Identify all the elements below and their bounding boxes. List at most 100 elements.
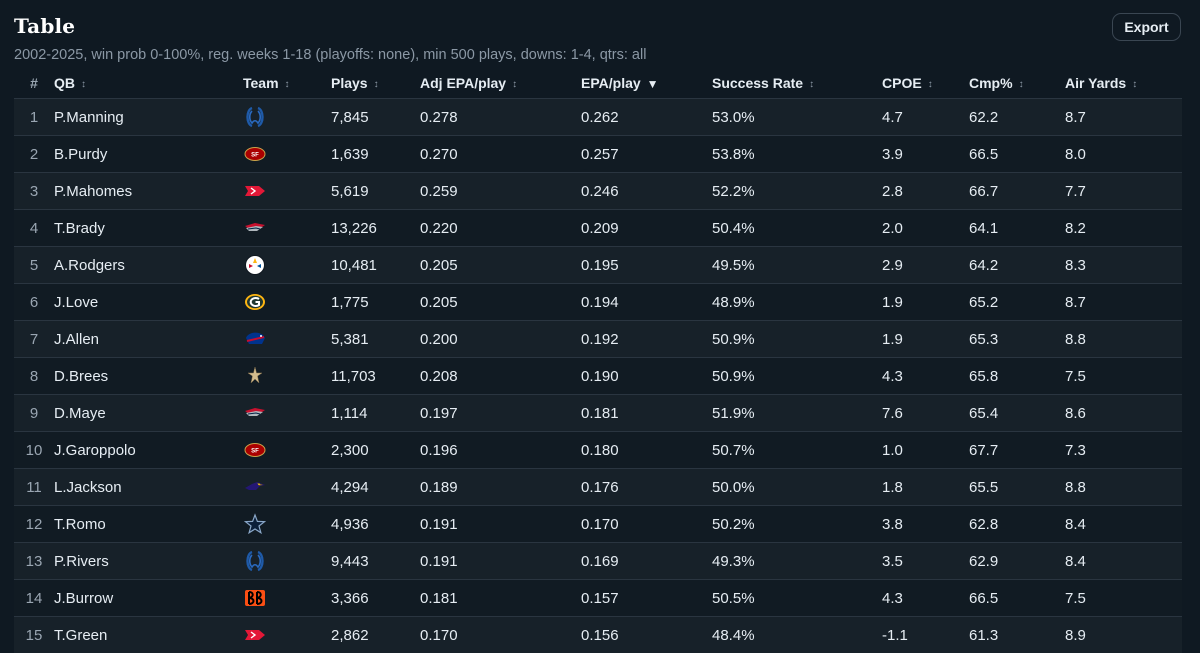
- cell-qb: J.Garoppolo: [54, 441, 136, 459]
- cell-plays: 2,862: [331, 626, 369, 644]
- team-cell: [243, 617, 331, 653]
- cell-plays: 5,619: [331, 182, 369, 200]
- cell-cpoe: 1.8: [882, 478, 903, 496]
- colts-logo: [243, 106, 331, 128]
- team-cell: [243, 469, 331, 506]
- column-label: Team: [243, 75, 279, 91]
- column-header-success[interactable]: Success Rate ↕: [712, 68, 882, 99]
- column-header-cpoe[interactable]: CPOE ↕: [882, 68, 969, 99]
- table-row[interactable]: 9 D.Maye 1,114 0.197 0.181 51.9% 7.6 65.4 8.6: [14, 394, 1182, 432]
- column-header-rank: #: [14, 68, 54, 99]
- cell-cpoe: 2.0: [882, 219, 903, 237]
- table-row[interactable]: 14 J.Burrow 3,366 0.181 0.157 50.5% 4.3 66.5 7.5: [14, 579, 1182, 617]
- column-label: Adj EPA/play: [420, 75, 507, 91]
- cell-cpoe: 1.9: [882, 293, 903, 311]
- cell-cpoe: 4.3: [882, 589, 903, 607]
- column-header-qb[interactable]: QB ↕: [54, 68, 243, 99]
- cell-cmp: 62.2: [969, 108, 999, 126]
- cell-cpoe: 3.8: [882, 515, 903, 533]
- table-row[interactable]: 5 A.Rodgers 10,481 0.205 0.195 49.5% 2.9 64.2 8.…: [14, 246, 1182, 284]
- column-header-team[interactable]: Team ↕: [243, 68, 331, 99]
- cell-rank: 9: [29, 404, 39, 422]
- table-row[interactable]: 2 B.Purdy SF 1,639 0.270 0.257 53.8% 3.9 66.5 8.0: [14, 135, 1182, 173]
- column-header-adj-epa[interactable]: Adj EPA/play ↕: [420, 68, 581, 99]
- column-header-epa[interactable]: EPA/play ▼: [581, 68, 712, 99]
- table-row[interactable]: 11 L.Jackson 4,294 0.189 0.176 50.0% 1.8 65.5 8.…: [14, 468, 1182, 506]
- cell-cmp: 66.5: [969, 145, 999, 163]
- table-row[interactable]: 1 P.Manning 7,845 0.278 0.262 53.0% 4.7 62.2 8.7: [14, 98, 1182, 136]
- cell-qb: T.Brady: [54, 219, 105, 237]
- cell-plays: 4,294: [331, 478, 369, 496]
- cell-epa: 0.181: [581, 404, 619, 422]
- cell-adj-epa: 0.259: [420, 182, 458, 200]
- table-row[interactable]: 12 T.Romo 4,936 0.191 0.170 50.2% 3.8 62.8 8.4: [14, 505, 1182, 543]
- cell-cmp: 61.3: [969, 626, 999, 644]
- cell-air: 8.4: [1065, 552, 1086, 570]
- cell-qb: T.Romo: [54, 515, 106, 533]
- cell-air: 7.5: [1065, 589, 1086, 607]
- cell-qb: L.Jackson: [54, 478, 122, 496]
- cell-qb: B.Purdy: [54, 145, 108, 163]
- column-header-plays[interactable]: Plays ↕: [331, 68, 420, 99]
- cell-success: 50.4%: [712, 219, 755, 237]
- table-body: 1 P.Manning 7,845 0.278 0.262 53.0% 4.7 62.2 8.7…: [14, 98, 1182, 653]
- cell-cmp: 64.1: [969, 219, 999, 237]
- column-label: Success Rate: [712, 75, 804, 91]
- table-row[interactable]: 4 T.Brady 13,226 0.220 0.209 50.4% 2.0 64.1 8.2: [14, 209, 1182, 247]
- cell-epa: 0.169: [581, 552, 619, 570]
- cell-cmp: 65.4: [969, 404, 999, 422]
- cell-epa: 0.157: [581, 589, 619, 607]
- cell-success: 50.2%: [712, 515, 755, 533]
- cell-adj-epa: 0.191: [420, 515, 458, 533]
- export-button[interactable]: Export: [1112, 13, 1181, 41]
- column-label: Plays: [331, 75, 368, 91]
- table-row[interactable]: 3 P.Mahomes 5,619 0.259 0.246 52.2% 2.8 66.7 7.7: [14, 172, 1182, 210]
- cell-epa: 0.192: [581, 330, 619, 348]
- chiefs-logo: [243, 624, 331, 646]
- cell-adj-epa: 0.205: [420, 293, 458, 311]
- column-label: Cmp%: [969, 75, 1013, 91]
- cell-success: 49.3%: [712, 552, 755, 570]
- cell-epa: 0.262: [581, 108, 619, 126]
- cell-rank: 7: [29, 330, 39, 348]
- cell-cmp: 65.8: [969, 367, 999, 385]
- cell-plays: 3,366: [331, 589, 369, 607]
- cell-plays: 11,703: [331, 367, 376, 385]
- cell-adj-epa: 0.189: [420, 478, 458, 496]
- column-label: #: [30, 75, 38, 91]
- cell-cpoe: 2.9: [882, 256, 903, 274]
- cell-cmp: 62.9: [969, 552, 999, 570]
- cell-epa: 0.190: [581, 367, 619, 385]
- team-cell: [243, 395, 331, 432]
- cell-air: 8.4: [1065, 515, 1086, 533]
- cell-qb: T.Green: [54, 626, 108, 644]
- column-header-cmp[interactable]: Cmp% ↕: [969, 68, 1065, 99]
- table-row[interactable]: 6 J.Love 1,775 0.205 0.194 48.9% 1.9 65.2 8.7: [14, 283, 1182, 321]
- table-row[interactable]: 15 T.Green 2,862 0.170 0.156 48.4% -1.1 61.3 8.9: [14, 616, 1182, 653]
- table-row[interactable]: 7 J.Allen 5,381 0.200 0.192 50.9% 1.9 65.3 8.8: [14, 320, 1182, 358]
- cell-plays: 4,936: [331, 515, 369, 533]
- cell-adj-epa: 0.200: [420, 330, 458, 348]
- table-row[interactable]: 10 J.Garoppolo SF 2,300 0.196 0.180 50.7% 1.0 67…: [14, 431, 1182, 469]
- cell-cmp: 65.2: [969, 293, 999, 311]
- cell-air: 7.3: [1065, 441, 1086, 459]
- team-cell: SF: [243, 432, 331, 469]
- cell-cpoe: 3.9: [882, 145, 903, 163]
- cell-success: 48.4%: [712, 626, 755, 644]
- team-cell: [243, 210, 331, 247]
- cell-adj-epa: 0.196: [420, 441, 458, 459]
- sort-arrows-icon: ↕: [81, 79, 86, 90]
- cell-rank: 12: [25, 515, 43, 533]
- table-row[interactable]: 13 P.Rivers 9,443 0.191 0.169 49.3% 3.5 62.9 8.4: [14, 542, 1182, 580]
- cell-cpoe: 4.7: [882, 108, 903, 126]
- table-row[interactable]: 8 D.Brees 11,703 0.208 0.190 50.9% 4.3 65.8 7.5: [14, 357, 1182, 395]
- cell-qb: P.Manning: [54, 108, 124, 126]
- cell-cmp: 65.5: [969, 478, 999, 496]
- cell-air: 8.9: [1065, 626, 1086, 644]
- cell-plays: 9,443: [331, 552, 369, 570]
- patriots-logo: [243, 402, 331, 424]
- table-header-row: # QB ↕ Team ↕ Plays ↕ Adj EPA/play ↕ EPA/play ▼ Suc…: [14, 68, 1182, 99]
- cell-cpoe: 2.8: [882, 182, 903, 200]
- cell-qb: D.Brees: [54, 367, 109, 385]
- column-header-air[interactable]: Air Yards ↕: [1065, 68, 1182, 99]
